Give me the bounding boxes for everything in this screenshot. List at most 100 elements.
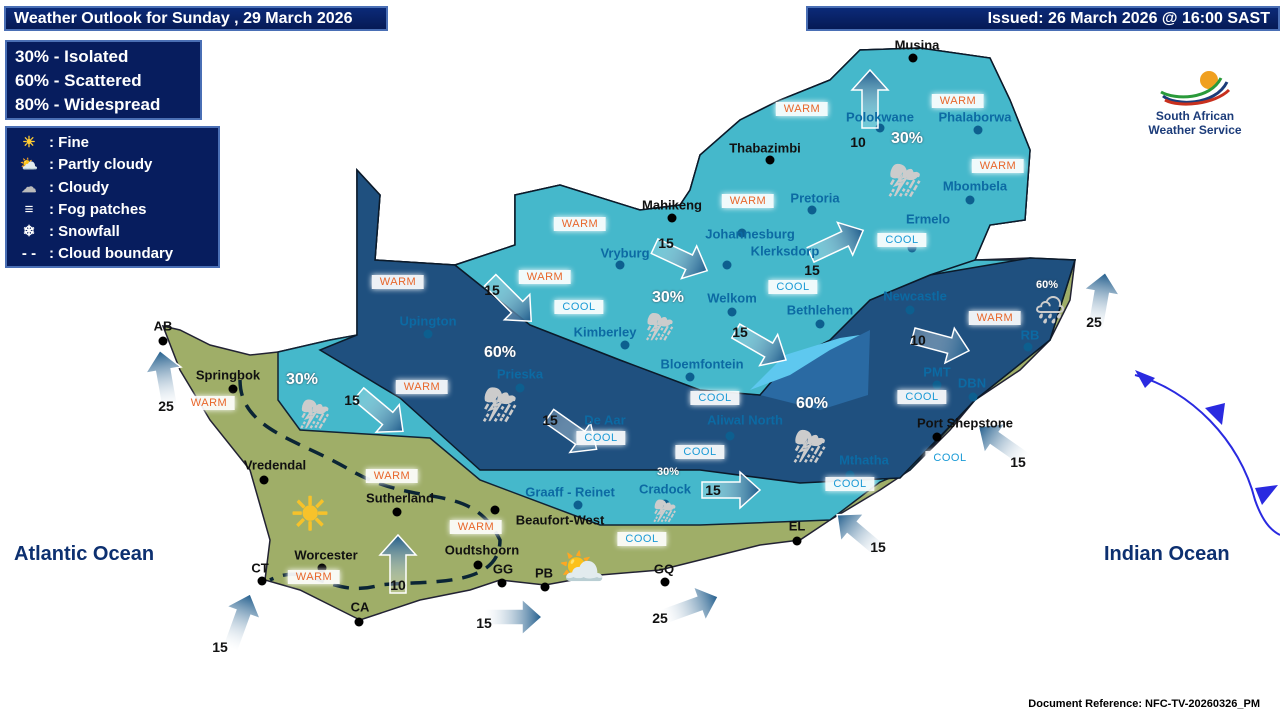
rain-probability: 60%: [795, 395, 829, 412]
legend-label: : Fog patches: [49, 200, 147, 218]
front-triangle: [1135, 370, 1155, 388]
temperature-tag: COOL: [768, 280, 818, 294]
city-marker: [573, 500, 583, 510]
rain-probability: 30%: [890, 130, 924, 147]
forecast-title: Weather Outlook for Sunday , 29 March 20…: [4, 6, 388, 31]
thunderstorm-icon: ⛈: [653, 495, 677, 527]
logo-line-1: South African: [1155, 109, 1235, 123]
city-label: CT: [251, 560, 269, 576]
wind-speed-label: 15: [705, 482, 721, 498]
city-marker: [497, 578, 507, 588]
city-label: Pretoria: [790, 190, 840, 206]
city-marker: [905, 305, 915, 315]
partly-cloudy-icon: ⛅: [19, 156, 39, 174]
wind-speed-label: 15: [542, 412, 558, 428]
wind-speed-label: 15: [1010, 454, 1026, 470]
city-label: Mahikeng: [642, 197, 702, 213]
city-marker: [354, 617, 364, 627]
wind-speed-label: 10: [850, 134, 866, 150]
temperature-tag: COOL: [825, 477, 875, 491]
city-marker: [473, 560, 483, 570]
city-marker: [392, 507, 402, 517]
city-label: Bloemfontein: [660, 356, 744, 372]
city-marker: [765, 155, 775, 165]
temperature-tag: COOL: [897, 390, 947, 404]
temperature-tag: COOL: [675, 445, 725, 459]
temperature-tag: WARM: [721, 194, 775, 208]
wind-speed-label: 25: [1086, 314, 1102, 330]
temperature-tag: WARM: [371, 275, 425, 289]
temperature-tag: WARM: [971, 159, 1025, 173]
city-label: Port Shepstone: [916, 415, 1014, 431]
wind-arrow: [221, 592, 262, 653]
city-marker: [722, 260, 732, 270]
front-triangle: [1205, 403, 1225, 425]
city-marker: [965, 195, 975, 205]
city-marker: [228, 384, 238, 394]
temperature-tag: COOL: [690, 391, 740, 405]
rain-cloud-icon: 🌧: [1033, 294, 1067, 325]
city-label: Vryburg: [600, 245, 650, 261]
wind-speed-label: 15: [804, 262, 820, 278]
partly-cloudy-icon: ⛅: [558, 547, 606, 589]
atlantic-ocean-label: Atlantic Ocean: [14, 543, 155, 565]
city-marker: [685, 372, 695, 382]
city-label: Sutherland: [366, 490, 434, 506]
city-marker: [737, 228, 747, 238]
wind-speed-label: 15: [870, 539, 886, 555]
legend-label: : Partly cloudy: [49, 156, 153, 174]
temperature-tag: WARM: [553, 217, 607, 231]
thunderstorm-icon: ⛈: [794, 425, 826, 470]
city-marker: [792, 536, 802, 546]
wind-arrow: [659, 585, 720, 626]
thunderstorm-icon: ⛈: [300, 393, 330, 435]
temperature-tag: COOL: [576, 431, 626, 445]
city-label: Beaufort-West: [515, 512, 605, 528]
city-marker: [908, 53, 918, 63]
saws-logo: South African Weather Service: [1140, 62, 1250, 137]
wind-speed-label: 10: [390, 577, 406, 593]
city-label: RB: [1020, 327, 1040, 343]
city-label: DBN: [957, 375, 987, 391]
wind-arrow: [650, 237, 709, 280]
city-marker: [490, 505, 500, 515]
temperature-tag: WARM: [395, 380, 449, 394]
city-label: GG: [492, 561, 514, 577]
wind-speed-label: 15: [484, 282, 500, 298]
city-label: Mthatha: [839, 452, 889, 468]
wind-speed-label: 10: [910, 332, 926, 348]
temperature-tag: COOL: [877, 233, 927, 247]
issued-timestamp: Issued: 26 March 2026 @ 16:00 SAST: [806, 6, 1280, 31]
lesotho-region: [760, 330, 870, 410]
symbol-legend: ☀: Fine ⛅: Partly cloudy ☁: Cloudy ≡: Fo…: [5, 126, 220, 268]
legend-label: : Fine: [49, 134, 89, 151]
city-label: Prieska: [496, 366, 544, 382]
rain-probability: 30%: [285, 371, 319, 388]
city-label: Worcester: [294, 547, 358, 563]
city-marker: [973, 125, 983, 135]
rain-probability: 60%: [483, 344, 517, 361]
wind-speed-label: 25: [652, 610, 668, 626]
dashed-line-icon: - -: [21, 245, 37, 263]
logo-line-2: Weather Service: [1148, 123, 1242, 137]
temperature-tag: WARM: [287, 570, 341, 584]
city-marker: [620, 340, 630, 350]
wind-arrow: [909, 326, 971, 365]
city-label: Cradock: [638, 481, 692, 497]
wind-speed-label: 25: [158, 398, 174, 414]
city-label: Johannesburg: [705, 226, 795, 242]
city-label: PMT: [923, 364, 951, 380]
city-marker: [423, 329, 433, 339]
rain-probability: 30%: [656, 466, 680, 478]
city-label: Klerksdorp: [750, 243, 820, 259]
front-triangle: [1255, 485, 1278, 505]
city-marker: [540, 582, 550, 592]
wind-arrow: [378, 533, 418, 594]
probability-legend: 30% - Isolated 60% - Scattered 80% - Wid…: [5, 40, 202, 120]
legend-label: : Cloud boundary: [49, 245, 174, 263]
snowflake-icon: ❄: [22, 223, 36, 241]
wind-arrow: [730, 323, 787, 367]
city-marker: [815, 319, 825, 329]
wind-arrow: [806, 221, 865, 264]
city-label: Vredendal: [243, 457, 307, 473]
